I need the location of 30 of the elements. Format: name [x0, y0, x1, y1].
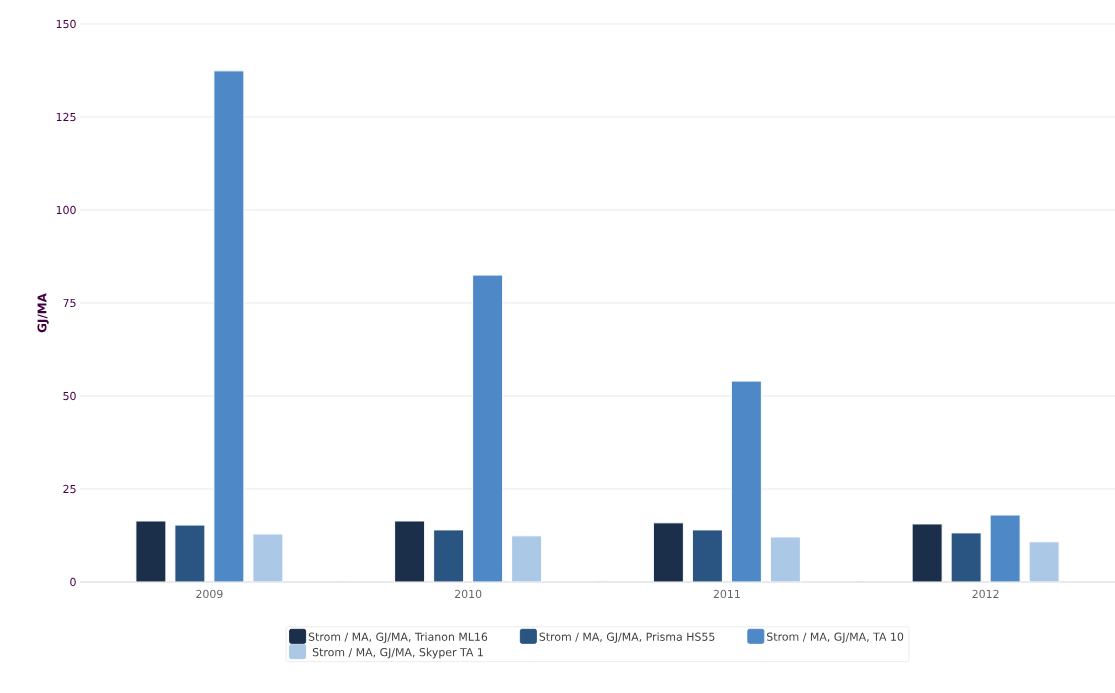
bar	[511, 535, 543, 582]
legend-label: Strom / MA, GJ/MA, Skyper TA 1	[312, 647, 483, 659]
x-tick-label: 2012	[972, 589, 999, 599]
bar	[730, 380, 762, 582]
bar	[989, 514, 1021, 582]
y-tick-label: 100	[56, 205, 76, 215]
bar	[213, 70, 245, 582]
x-tick-label: 2011	[713, 589, 740, 599]
bar	[769, 536, 801, 582]
y-axis-title: GJ/MA	[37, 293, 49, 333]
legend-label: Strom / MA, GJ/MA, TA 10	[767, 632, 904, 643]
bar	[691, 529, 723, 582]
legend-label: Strom / MA, GJ/MA, Prisma HS55	[539, 632, 715, 643]
x-tick-label: 2009	[196, 589, 223, 599]
x-tick-label: 2010	[454, 589, 482, 599]
legend-label: Strom / MA, GJ/MA, Trianon ML16	[308, 632, 488, 643]
bar	[433, 529, 465, 582]
bar	[135, 520, 167, 582]
bar	[472, 274, 504, 582]
bar	[394, 520, 426, 582]
y-tick-label: 0	[70, 577, 76, 587]
bar	[174, 524, 206, 582]
bar	[911, 523, 943, 582]
y-tick-label: 125	[56, 112, 76, 122]
bar	[652, 522, 684, 582]
y-tick-label: 25	[63, 484, 76, 494]
y-tick-label: 150	[56, 19, 76, 29]
y-tick-label: 50	[63, 391, 76, 401]
y-tick-label: 75	[63, 298, 76, 308]
bar	[1028, 541, 1060, 582]
